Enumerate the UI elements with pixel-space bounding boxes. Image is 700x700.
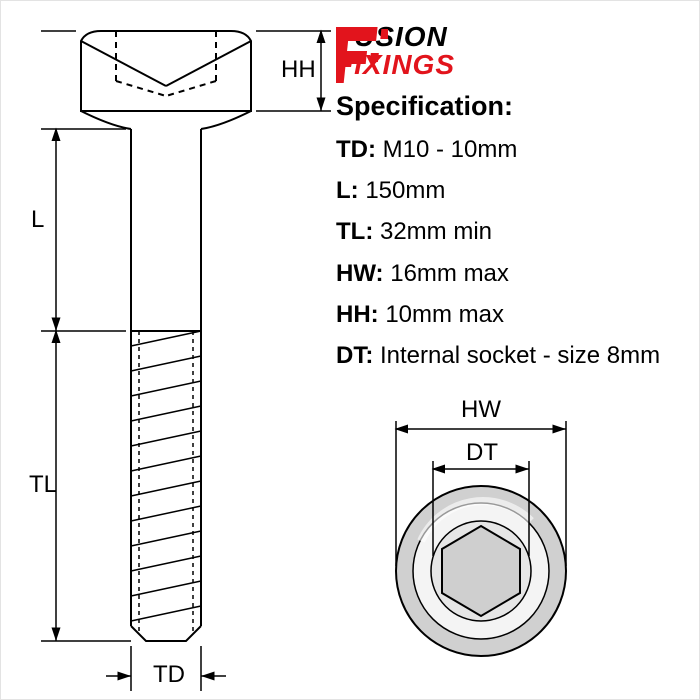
bolt-side-view <box>81 31 251 641</box>
page: FUSION FIXINGS Specification: TD: M10 - … <box>0 0 700 700</box>
technical-drawing <box>1 1 700 700</box>
bolt-top-view <box>396 486 566 656</box>
